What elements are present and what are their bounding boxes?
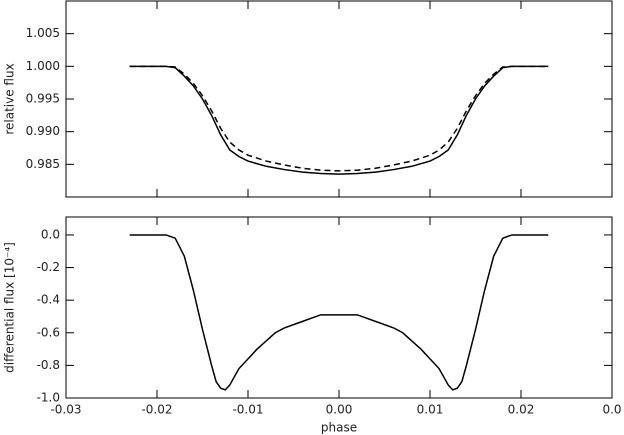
y-tick-label: -0.2 (37, 260, 60, 274)
y-tick-label: 0.985 (26, 157, 60, 171)
y-tick-label: 0.990 (26, 124, 60, 138)
x-tick-label: 0.00 (326, 403, 353, 417)
y-tick-label: 0.995 (26, 92, 60, 106)
x-tick-label: -0.03 (50, 403, 81, 417)
data-line (129, 234, 549, 391)
x-tick-label: 0.0 (602, 403, 621, 417)
x-tick-label: 0.01 (417, 403, 444, 417)
y-tick-label: -1.0 (37, 391, 60, 405)
y-tick-label: 0.0 (41, 227, 60, 241)
y-tick-label: -0.4 (37, 293, 60, 307)
plot-frame (65, 0, 613, 198)
x-axis-label: phase (321, 421, 357, 435)
data-line (129, 65, 549, 172)
plot-frame (65, 216, 613, 399)
y-axis-label: differential flux [10⁻⁴] (3, 242, 17, 373)
y-tick-label: 1.005 (26, 26, 60, 40)
y-tick-label: -0.8 (37, 358, 60, 372)
data-line (129, 65, 549, 175)
y-tick-label: -0.6 (37, 325, 60, 339)
x-tick-label: -0.01 (232, 403, 263, 417)
x-tick-label: 0.02 (508, 403, 535, 417)
y-tick-label: 1.000 (26, 59, 60, 73)
x-tick-label: -0.02 (141, 403, 172, 417)
y-axis-label: relative flux (3, 63, 17, 134)
